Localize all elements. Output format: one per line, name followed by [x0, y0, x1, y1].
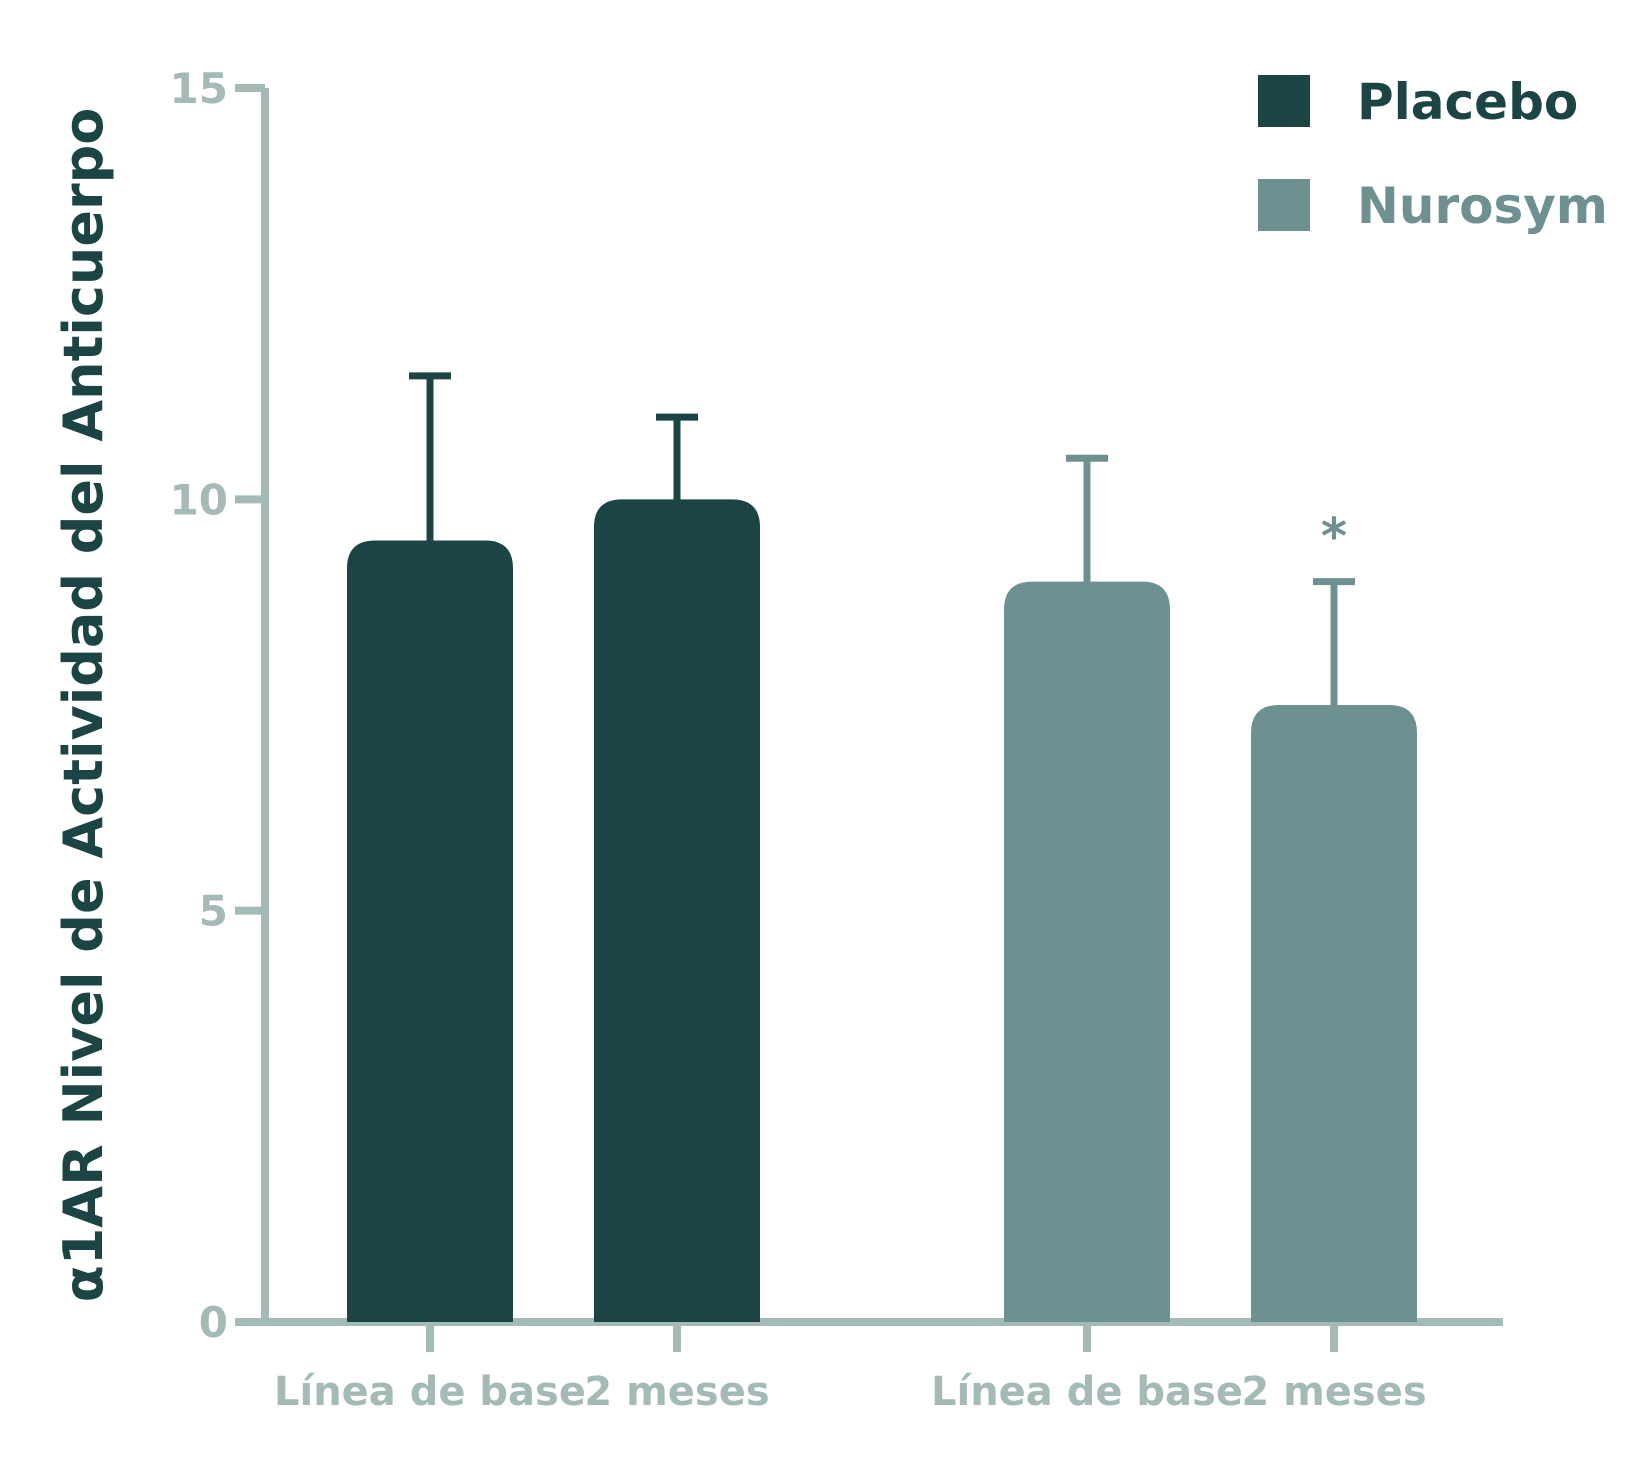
legend-swatch-placebo — [1258, 75, 1310, 127]
bar-placebo-0 — [347, 540, 513, 1322]
legend: Placebo Nurosym — [1258, 73, 1608, 235]
category-label-0-0: Línea de base — [274, 1369, 586, 1415]
category-label-1-0: Línea de base — [931, 1369, 1243, 1415]
y-axis-label: α1AR Nivel de Actividad del Anticuerpo — [52, 108, 115, 1303]
bar-placebo-1 — [594, 499, 760, 1322]
legend-label-nurosym: Nurosym — [1357, 177, 1608, 235]
bar-nurosym-1 — [1251, 705, 1417, 1322]
significance-marker: * — [1321, 508, 1347, 566]
legend-label-placebo: Placebo — [1357, 73, 1578, 131]
category-label-1-1: 2 meses — [1241, 1369, 1426, 1415]
y-tick-label-10: 10 — [170, 475, 228, 524]
y-tick-label-15: 15 — [170, 64, 228, 113]
category-label-0-1: 2 meses — [584, 1369, 769, 1415]
y-tick-label-0: 0 — [199, 1298, 228, 1347]
bars: * — [347, 372, 1417, 1322]
legend-swatch-nurosym — [1258, 179, 1310, 231]
y-tick-label-5: 5 — [199, 887, 228, 936]
bar-nurosym-0 — [1004, 581, 1170, 1322]
